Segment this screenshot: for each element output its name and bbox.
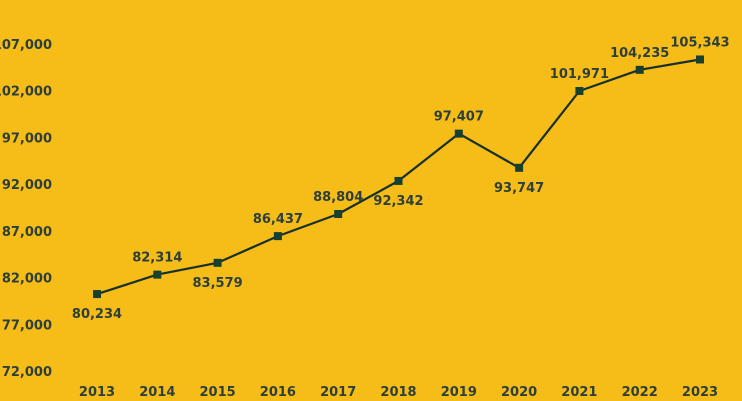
x-tick-label: 2019 [441, 385, 477, 400]
series-markers [93, 55, 704, 299]
data-point-marker [454, 129, 463, 138]
x-tick-label: 2023 [682, 385, 718, 400]
x-tick-label: 2022 [622, 385, 658, 400]
data-point-marker [273, 232, 282, 241]
y-tick-label: 87,000 [2, 225, 52, 240]
x-tick-label: 2013 [79, 385, 115, 400]
data-point-marker [575, 86, 584, 95]
x-tick-label: 2014 [139, 385, 175, 400]
data-label: 104,235 [610, 46, 669, 61]
data-label: 82,314 [132, 251, 182, 266]
y-tick-label: 92,000 [2, 178, 52, 193]
data-label: 88,804 [313, 190, 363, 205]
data-label: 80,234 [72, 307, 122, 322]
data-point-marker [696, 55, 704, 64]
x-tick-label: 2015 [200, 385, 236, 400]
x-tick-label: 2017 [320, 385, 356, 400]
x-tick-label: 2016 [260, 385, 296, 400]
data-point-marker [153, 270, 162, 279]
data-label: 83,579 [193, 276, 243, 291]
data-label: 93,747 [494, 181, 544, 196]
y-tick-label: 107,000 [0, 38, 52, 53]
y-tick-label: 72,000 [2, 365, 52, 380]
data-point-marker [515, 163, 524, 172]
x-axis: 2013 2014 2015 2016 2017 2018 2019 2020 2021 2022… [79, 385, 718, 400]
data-labels: 80,234 82,314 83,579 86,437 88,804 92,342 97,4… [72, 35, 730, 322]
data-point-marker [213, 258, 222, 267]
y-tick-label: 77,000 [2, 318, 52, 333]
x-tick-label: 2021 [561, 385, 597, 400]
data-point-marker [93, 290, 101, 299]
y-tick-label: 102,000 [0, 85, 52, 100]
data-label: 86,437 [253, 212, 303, 227]
data-label: 97,407 [434, 110, 484, 125]
y-tick-label: 97,000 [2, 131, 52, 146]
y-tick-label: 82,000 [2, 272, 52, 287]
data-label: 101,971 [550, 67, 609, 82]
data-point-marker [394, 176, 403, 185]
data-point-marker [635, 65, 644, 74]
data-label: 105,343 [670, 35, 729, 50]
data-label: 92,342 [373, 194, 423, 209]
x-tick-label: 2018 [380, 385, 416, 400]
y-axis: 72,000 77,000 82,000 87,000 92,000 97,000 102,… [0, 38, 52, 380]
x-tick-label: 2020 [501, 385, 537, 400]
data-point-marker [334, 210, 343, 219]
